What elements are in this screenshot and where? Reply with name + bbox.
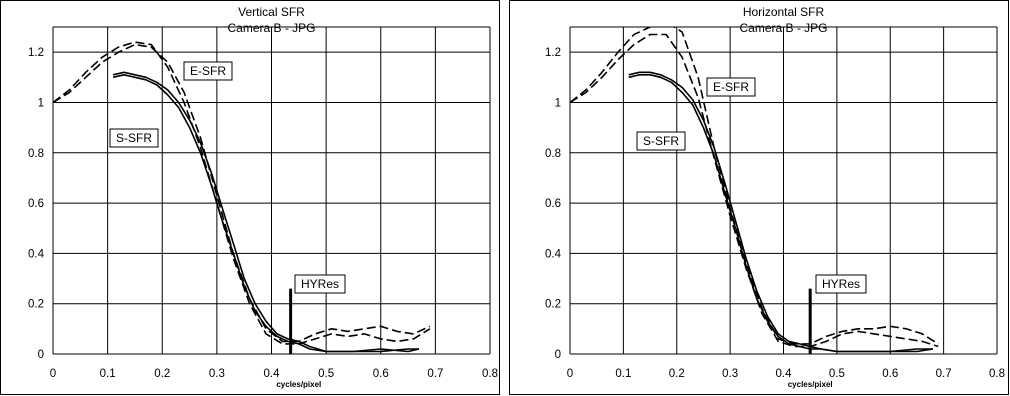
x-tick-label: 0.7 (427, 368, 443, 380)
x-tick-label: 0.5 (318, 368, 334, 380)
x-axis-label: cycles/pixel (276, 380, 321, 389)
x-tick-label: 0.2 (669, 368, 685, 380)
annotation-label: HYRes (822, 277, 860, 291)
x-tick-label: 0.3 (722, 368, 738, 380)
y-tick-label: 0.2 (545, 299, 561, 311)
annotation-box (706, 77, 756, 97)
chart-title: Horizontal SFR (743, 5, 825, 19)
y-tick-label: 1 (38, 97, 44, 109)
y-tick-label: 0.2 (28, 299, 44, 311)
x-tick-label: 0.6 (373, 368, 389, 380)
annotation-label: S-SFR (116, 131, 152, 145)
x-tick-label: 0.8 (989, 368, 1005, 380)
chart-panel-horizontal-sfr: Horizontal SFR Camera B - JPG 0 0.1 0.2 0.3 0.… (509, 0, 1009, 395)
series-line-e-sfr (570, 27, 939, 345)
chart-panel-vertical-sfr: Vertical SFR Camera B - JPG 0 0.1 0.2 0.3 0.4 0… (0, 0, 500, 395)
y-tick-label: 0.4 (28, 248, 45, 260)
annotation-label: HYRes (301, 277, 339, 291)
series-line-s-sfr (112, 74, 419, 353)
series-line-s-sfr (628, 71, 933, 353)
series-line-e-sfr (53, 41, 431, 345)
y-tick-label: 0.8 (28, 148, 44, 160)
x-axis-label: cycles/pixel (788, 380, 833, 389)
y-tick-label: 0.4 (545, 248, 562, 260)
chart-title: Vertical SFR (238, 5, 305, 19)
annotation-box (636, 131, 686, 151)
y-tick-label: 1.2 (28, 47, 44, 59)
x-tick-label: 0.1 (615, 368, 631, 380)
series-line-e-sfr (53, 43, 431, 343)
y-tick-label: 0.6 (545, 198, 561, 210)
y-tick-label: 0 (38, 349, 44, 361)
x-tick-label: 0.4 (776, 368, 793, 380)
x-tick-label: 0.5 (829, 368, 845, 380)
y-tick-label: 1.2 (545, 47, 561, 59)
annotation-box (294, 274, 346, 294)
y-tick-label: 0 (555, 349, 561, 361)
annotation-label: E-SFR (713, 80, 749, 94)
x-tick-label: 0.3 (209, 368, 225, 380)
x-tick-label: 0.2 (154, 368, 170, 380)
annotation-box (109, 128, 159, 148)
x-tick-label: 0.6 (882, 368, 898, 380)
annotation-label: E-SFR (190, 64, 226, 78)
annotation-box (183, 61, 233, 81)
x-tick-label: 0.4 (264, 368, 281, 380)
series-line-s-sfr (628, 74, 934, 353)
x-tick-label: 0.7 (936, 368, 952, 380)
annotation-label: S-SFR (643, 134, 679, 148)
y-tick-label: 0.8 (545, 148, 561, 160)
x-tick-label: 0 (567, 368, 573, 380)
x-tick-label: 0.8 (482, 368, 498, 380)
annotation-box (815, 274, 867, 294)
x-tick-label: 0.1 (100, 368, 116, 380)
y-tick-label: 0.6 (28, 198, 44, 210)
y-tick-label: 1 (555, 97, 561, 109)
x-tick-label: 0 (50, 368, 56, 380)
series-line-s-sfr (112, 71, 420, 353)
